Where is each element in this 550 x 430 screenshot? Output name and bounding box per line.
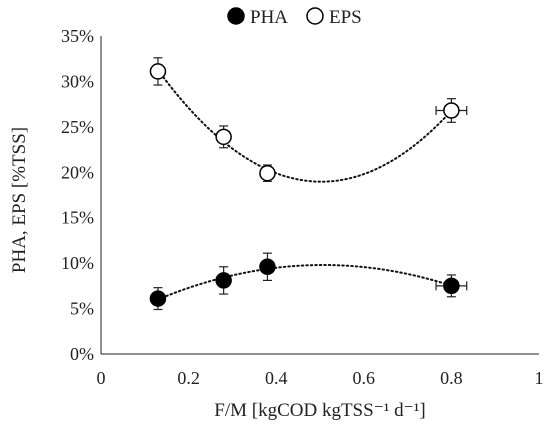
data-point-eps (259, 164, 276, 182)
y-tick-label: 30% (61, 71, 94, 91)
data-point-pha (443, 277, 460, 295)
data-point-eps (215, 128, 232, 146)
x-tick-label: 0.4 (265, 368, 288, 388)
y-tick-label: 25% (61, 117, 94, 137)
y-axis-title: PHA, EPS [%TSS] (9, 127, 30, 273)
x-tick-label: 0.6 (353, 368, 376, 388)
x-axis-title: F/M [kgCOD kgTSS⁻¹ d⁻¹] (214, 400, 425, 421)
y-tick-label: 20% (61, 162, 94, 182)
data-point-eps (443, 102, 460, 119)
data-point-pha (149, 290, 167, 307)
trendlines (156, 68, 453, 301)
x-tick-label: 0.8 (440, 368, 463, 388)
y-tick-label: 0% (70, 344, 94, 364)
axes (100, 36, 539, 355)
trendline-pha (156, 263, 453, 301)
legend-marker-pha (227, 7, 245, 25)
legend-marker-eps (306, 7, 324, 25)
data-point-pha (259, 258, 276, 276)
x-tick-label: 1 (535, 368, 544, 388)
y-tick-label: 35% (61, 26, 94, 46)
x-tick-labels: 0 0.2 0.4 0.6 0.8 1 (97, 368, 544, 388)
y-tick-label: 10% (61, 253, 94, 273)
x-tick-label: 0.2 (177, 368, 200, 388)
legend: PHA EPS (227, 7, 362, 28)
x-tick-label: 0 (97, 368, 106, 388)
legend-label-eps: EPS (329, 7, 362, 28)
y-tick-labels: 0% 5% 10% 15% 20% 25% 30% 35% (61, 26, 94, 364)
y-tick-label: 15% (61, 208, 94, 228)
data-points (149, 63, 460, 307)
data-point-pha (215, 272, 232, 289)
trendline-eps (156, 68, 453, 183)
y-tick-label: 5% (70, 299, 94, 319)
legend-label-pha: PHA (250, 7, 288, 28)
data-point-eps (149, 63, 167, 80)
error-bars (153, 57, 468, 311)
